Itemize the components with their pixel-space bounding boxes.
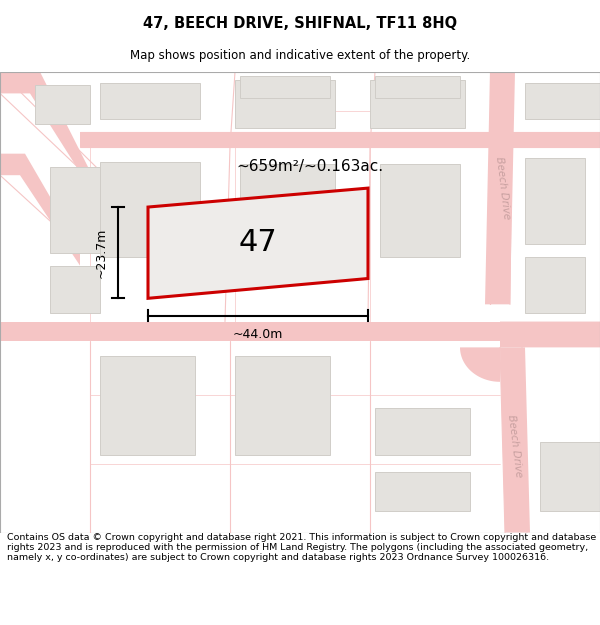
Bar [375,408,470,455]
Polygon shape [500,348,530,532]
Bar [540,442,600,511]
Bar [525,158,585,244]
Bar [525,83,600,119]
Text: Contains OS data © Crown copyright and database right 2021. This information is : Contains OS data © Crown copyright and d… [7,532,596,562]
Text: ~23.7m: ~23.7m [95,228,108,278]
Bar [370,81,465,128]
Polygon shape [460,321,600,382]
Bar [100,83,200,119]
Bar [50,266,100,313]
Text: 47, BEECH DRIVE, SHIFNAL, TF11 8HQ: 47, BEECH DRIVE, SHIFNAL, TF11 8HQ [143,16,457,31]
Bar [240,164,335,257]
Bar [380,164,460,257]
Text: ~44.0m: ~44.0m [233,328,283,341]
Bar [375,472,470,511]
Bar [100,162,200,257]
Bar [240,76,330,98]
Bar [375,76,460,98]
Bar [35,85,90,124]
Text: Map shows position and indicative extent of the property.: Map shows position and indicative extent… [130,49,470,62]
Polygon shape [0,72,90,188]
Bar [50,167,100,252]
Polygon shape [148,188,368,298]
Bar [100,356,195,455]
Bar [235,81,335,128]
Bar [530,83,600,119]
Text: Beech Drive: Beech Drive [494,156,512,220]
Text: 47: 47 [239,229,277,258]
Polygon shape [485,72,515,304]
Polygon shape [0,321,600,341]
Text: ~659m²/~0.163ac.: ~659m²/~0.163ac. [236,159,383,174]
Bar [525,257,585,313]
Text: Beech Drive: Beech Drive [506,414,524,478]
Polygon shape [0,154,80,266]
Polygon shape [80,132,600,147]
Bar [235,356,330,455]
